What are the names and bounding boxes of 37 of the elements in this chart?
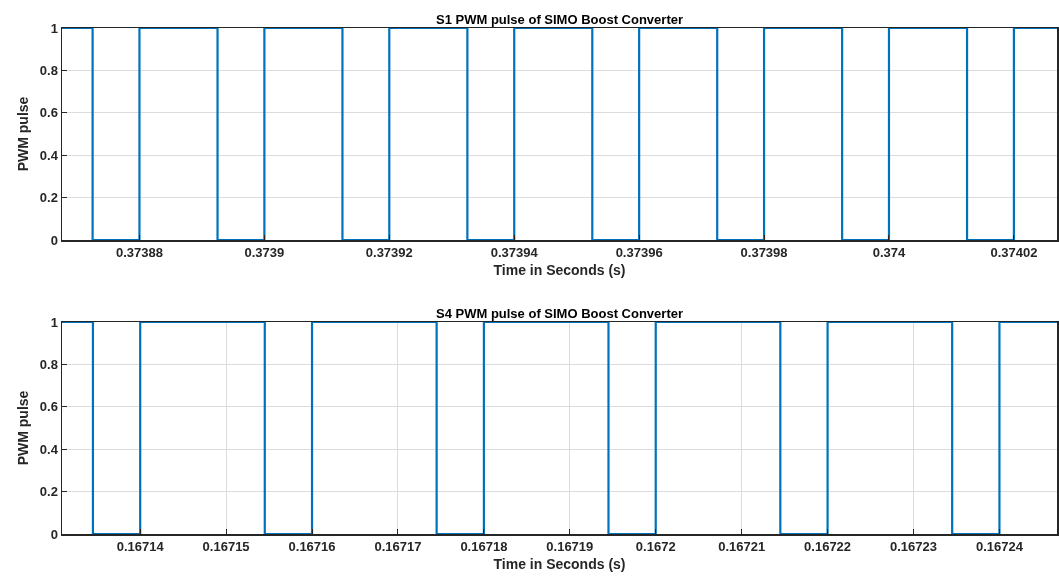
- y-tick-label: 0.6: [39, 105, 58, 121]
- x-tick-label: 0.3739: [244, 245, 285, 261]
- y-tick-label: 1: [50, 20, 58, 36]
- y-tick-label: 0.4: [39, 147, 59, 163]
- y-tick-label: 0.4: [39, 441, 59, 457]
- chart-title: S4 PWM pulse of SIMO Boost Converter: [435, 306, 684, 321]
- y-tick-label: 0.2: [39, 190, 58, 206]
- y-tick-label: 1: [50, 314, 58, 330]
- y-axis-title: PWM pulse: [14, 96, 31, 172]
- x-tick-label: 0.37394: [490, 245, 539, 261]
- x-tick-label: 0.16716: [288, 539, 336, 555]
- y-tick-label: 0.2: [39, 484, 58, 500]
- x-tick-label: 0.16717: [374, 539, 422, 555]
- x-axis-title: Time in Seconds (s): [493, 262, 626, 279]
- x-tick-label: 0.16721: [718, 539, 766, 555]
- x-tick-label: 0.37392: [365, 245, 413, 261]
- y-tick-label: 0: [50, 526, 58, 542]
- x-tick-label: 0.37396: [615, 245, 663, 261]
- x-tick-label: 0.16719: [546, 539, 594, 555]
- x-tick-label: 0.16714: [116, 539, 165, 555]
- x-tick-label: 0.16722: [804, 539, 852, 555]
- x-tick-label: 0.16724: [975, 539, 1024, 555]
- y-tick-label: 0.6: [39, 399, 58, 415]
- x-tick-label: 0.37402: [990, 245, 1038, 261]
- y-tick-label: 0.8: [39, 356, 58, 372]
- y-tick-label: 0.8: [39, 62, 58, 78]
- x-tick-label: 0.16723: [890, 539, 938, 555]
- x-tick-label: 0.374: [872, 245, 907, 261]
- x-tick-label: 0.1672: [635, 539, 676, 555]
- y-axis-title: PWM pulse: [14, 390, 31, 466]
- x-tick-label: 0.16715: [202, 539, 250, 555]
- x-tick-label: 0.37388: [115, 245, 163, 261]
- x-tick-label: 0.37398: [740, 245, 788, 261]
- chart-title: S1 PWM pulse of SIMO Boost Converter: [435, 12, 684, 27]
- x-axis-title: Time in Seconds (s): [493, 556, 626, 573]
- y-tick-label: 0: [50, 232, 58, 248]
- x-tick-label: 0.16718: [460, 539, 508, 555]
